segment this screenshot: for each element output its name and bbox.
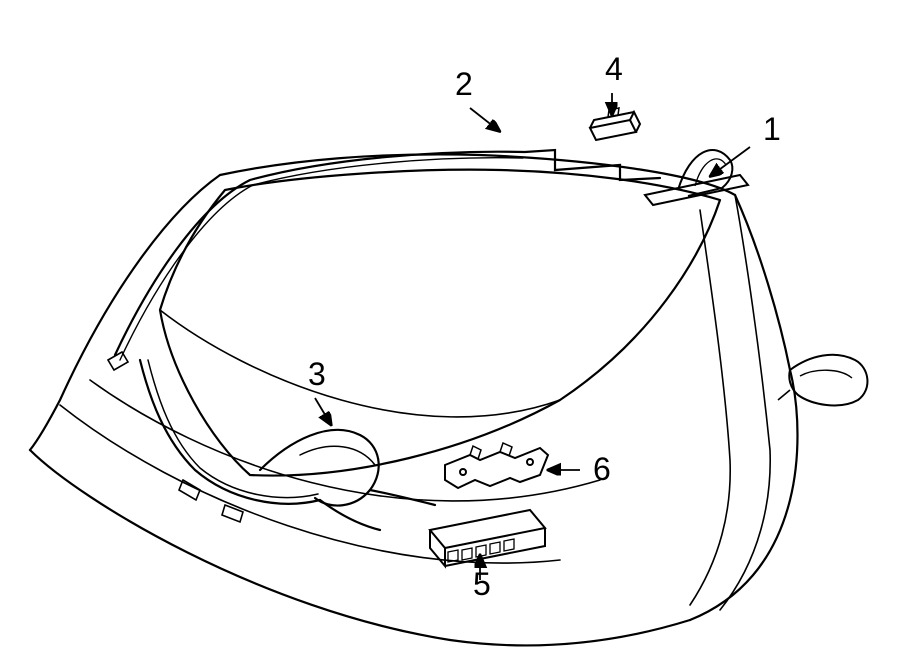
callout-1: 1 (763, 111, 781, 147)
part-receiver-module (430, 510, 545, 566)
part-cable-upper (108, 150, 660, 370)
part-connector-block (590, 108, 640, 140)
callout-6: 6 (593, 451, 611, 487)
callout-2: 2 (455, 66, 473, 102)
part-mounting-bracket (445, 443, 548, 488)
callout-4: 4 (605, 51, 623, 87)
callout-labels: 1 2 3 4 5 6 (308, 51, 781, 602)
vehicle-body (30, 154, 798, 645)
callout-5: 5 (473, 566, 491, 602)
parts-diagram: 1 2 3 4 5 6 (0, 0, 900, 661)
callout-3: 3 (308, 356, 326, 392)
callout-arrows (315, 93, 750, 580)
